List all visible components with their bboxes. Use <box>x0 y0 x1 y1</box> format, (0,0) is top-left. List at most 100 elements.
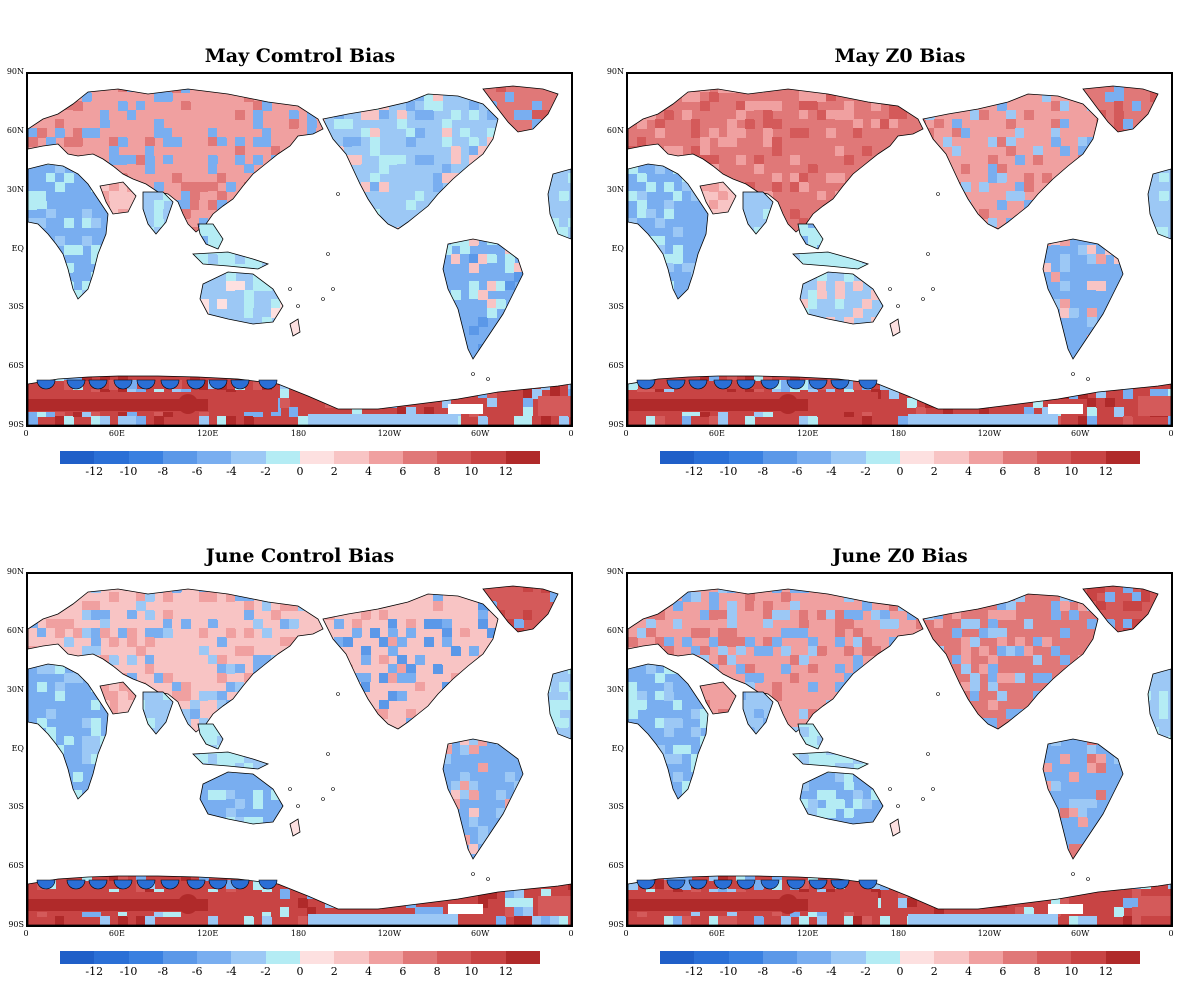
coastline-australia <box>799 271 884 325</box>
coastline-arabia <box>699 181 737 215</box>
coastline-antarctica <box>628 875 1171 925</box>
coastline-indonesia <box>192 251 270 270</box>
lon-label: 0 <box>1151 429 1191 438</box>
lat-label: 90N <box>0 67 24 76</box>
coastline-spain <box>547 168 571 240</box>
lon-label: 60W <box>1060 929 1100 938</box>
coastline-eurasia <box>28 588 324 733</box>
colorbar-tick-label: -2 <box>251 465 281 478</box>
lon-label: 60W <box>460 429 500 438</box>
colorbar <box>60 951 540 964</box>
colorbar-swatch <box>899 951 935 964</box>
lon-label: 60E <box>97 929 137 938</box>
colorbar-swatch <box>265 951 300 964</box>
lon-label: 180 <box>279 929 319 938</box>
colorbar-swatch <box>162 951 198 964</box>
lon-label: 60E <box>697 929 737 938</box>
colorbar-swatch <box>231 951 266 964</box>
coastline-seasia <box>797 723 824 750</box>
coastline-arabia <box>699 681 737 715</box>
land-nz <box>290 319 300 336</box>
coastline-namerica <box>922 593 1099 730</box>
lon-label: 0 <box>606 929 646 938</box>
island <box>471 372 475 376</box>
colorbar <box>660 451 1140 464</box>
coastline-namerica <box>322 593 499 730</box>
colorbar-tick-label: -4 <box>816 965 846 978</box>
colorbar-tick-label: -10 <box>714 465 744 478</box>
lon-label: 180 <box>879 929 919 938</box>
lon-label: 120E <box>788 929 828 938</box>
colorbar-tick-label: 2 <box>319 465 349 478</box>
coastline-spain <box>1147 668 1171 740</box>
antarctic-coast-bump <box>36 879 56 890</box>
colorbar-tick-label: 10 <box>456 965 486 978</box>
island <box>336 692 340 696</box>
panel-title: June Z0 Bias <box>800 545 1000 567</box>
coastline-india <box>742 191 774 235</box>
colorbar-tick-label: 4 <box>354 965 384 978</box>
colorbar-tick-label: -10 <box>114 465 144 478</box>
coastline-india <box>142 691 174 735</box>
island <box>486 377 490 381</box>
antarctic-coast-bump <box>760 379 780 390</box>
island <box>326 252 330 256</box>
antarctic-coast-bump <box>113 879 133 890</box>
lat-label: 90S <box>0 920 24 929</box>
colorbar-tick-label: -4 <box>816 465 846 478</box>
colorbar-swatch <box>865 951 900 964</box>
colorbar-swatch <box>299 451 335 464</box>
bias-map <box>628 85 1171 425</box>
colorbar-swatch <box>1105 951 1140 964</box>
colorbar-tick-label: -8 <box>748 965 778 978</box>
island <box>288 287 292 291</box>
colorbar-swatch <box>1037 451 1072 464</box>
lat-label: 60S <box>594 361 624 370</box>
island <box>321 297 325 301</box>
colorbar-swatch <box>471 951 506 964</box>
lon-label: 60E <box>697 429 737 438</box>
lat-label: 60S <box>0 361 24 370</box>
island <box>936 192 940 196</box>
colorbar-swatch <box>368 451 403 464</box>
colorbar-swatch <box>94 451 129 464</box>
coastline-greenland <box>1082 585 1159 633</box>
map-frame <box>26 72 573 427</box>
coastline-eurasia <box>28 88 324 233</box>
colorbar-swatch <box>694 451 729 464</box>
coastline-africa <box>628 663 709 800</box>
lon-label: 120W <box>969 929 1009 938</box>
colorbar-tick-label: -4 <box>216 465 246 478</box>
island <box>331 787 335 791</box>
coastline-nz <box>889 818 901 837</box>
coastline-africa <box>28 663 109 800</box>
lon-label: 120W <box>969 429 1009 438</box>
island <box>326 752 330 756</box>
island <box>888 287 892 291</box>
coastline-arabia <box>99 681 137 715</box>
antarctic-coast-bump <box>858 379 878 390</box>
antarctic-coast-bump <box>160 879 180 890</box>
coastline-nz <box>289 818 301 837</box>
antarctic-coast-bump <box>88 379 108 390</box>
panel-title: May Z0 Bias <box>800 45 1000 67</box>
colorbar-swatch <box>368 951 403 964</box>
antarctic-coast-bump <box>858 879 878 890</box>
colorbar-swatch <box>797 451 832 464</box>
coastline-namerica <box>922 93 1099 230</box>
island <box>336 192 340 196</box>
colorbar-tick-label: -2 <box>851 965 881 978</box>
coastline-samerica <box>1042 738 1124 860</box>
antarctic-coast-bump <box>208 379 228 390</box>
colorbar-swatch <box>299 951 335 964</box>
colorbar <box>60 451 540 464</box>
lon-label: 120E <box>788 429 828 438</box>
lon-label: 0 <box>551 929 591 938</box>
colorbar-tick-label: 2 <box>919 465 949 478</box>
coastline-greenland <box>482 585 559 633</box>
colorbar-tick-label: 2 <box>319 965 349 978</box>
antarctic-coast-bump <box>186 879 206 890</box>
antarctic-coast-bump <box>666 379 686 390</box>
antarctic-coast-bump <box>713 379 733 390</box>
island <box>896 804 900 808</box>
